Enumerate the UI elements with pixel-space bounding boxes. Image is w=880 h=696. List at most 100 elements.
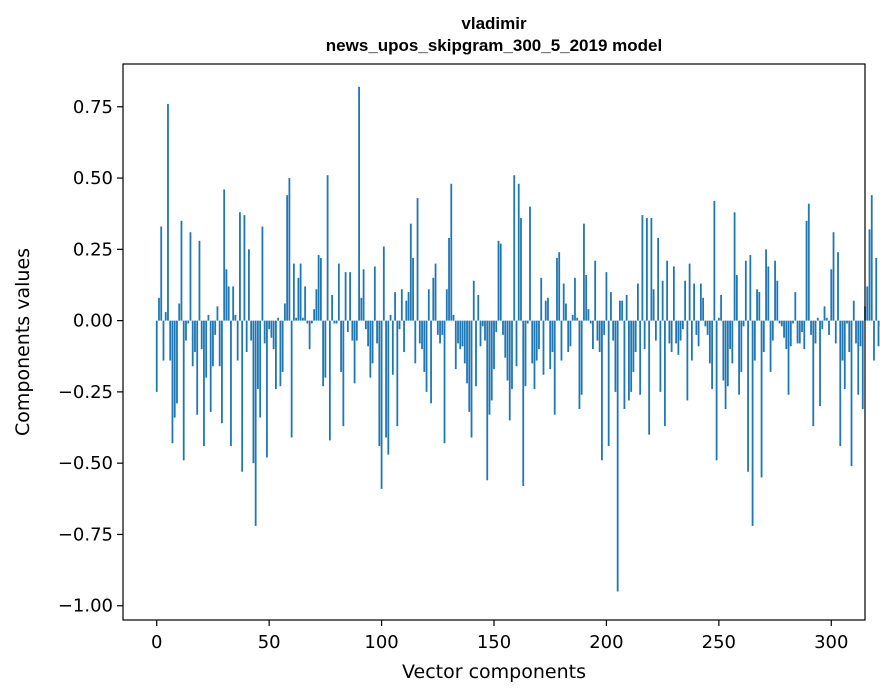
bar-94 [367,320,369,347]
bar-139 [468,320,471,412]
bar-229 [670,320,673,352]
bar-287 [801,320,803,333]
bar-102 [385,320,387,438]
bar-48 [263,320,266,344]
bar-39 [243,215,246,321]
bar-124 [434,263,437,321]
bar-44 [254,320,257,526]
bar-105 [391,320,394,375]
bar-54 [277,317,280,321]
bar-167 [531,320,534,364]
bar-222 [654,320,657,341]
bar-146 [484,320,486,341]
bar-213 [634,320,637,352]
bar-278 [780,320,783,327]
bar-318 [870,195,873,321]
bar-245 [706,320,709,335]
bar-156 [506,320,509,381]
bar-266 [753,320,756,361]
bar-189 [580,320,583,395]
bar-88 [353,320,356,384]
bar-269 [760,320,763,478]
bar-29 [221,320,223,424]
bar-320 [875,257,878,321]
bar-282 [789,320,792,347]
chart-subtitle: news_upos_skipgram_300_5_2019 model [326,36,662,55]
bar-174 [547,297,549,321]
bar-90 [358,86,360,321]
bar-103 [387,320,390,455]
bar-224 [659,320,662,392]
bar-129 [445,289,448,321]
bar-273 [769,320,772,372]
bar-275 [774,260,776,321]
bar-133 [454,320,457,370]
bar-71 [315,289,318,321]
bar-238 [690,320,693,361]
bar-293 [814,320,817,344]
bar-67 [306,320,309,324]
bar-136 [461,320,464,347]
bar-142 [475,320,477,387]
bar-47 [261,226,264,321]
bar-205 [616,320,619,592]
bar-217 [643,320,646,350]
bar-80 [335,320,338,324]
bar-36 [236,320,239,361]
bar-303 [837,252,839,321]
bar-182 [565,303,567,321]
bar-274 [771,320,774,341]
bar-196 [596,320,599,341]
x-tick-label: 300 [814,632,848,653]
x-tick-label: 250 [702,632,736,653]
bar-219 [648,320,651,435]
bar-27 [216,306,219,321]
bar-187 [576,317,579,321]
bar-28 [218,320,221,367]
bar-262 [744,260,747,321]
bar-149 [490,320,493,401]
bar-308 [848,320,851,352]
bar-294 [816,317,819,321]
plot-frame [122,63,866,621]
bar-237 [688,263,691,321]
bar-61 [292,263,295,321]
bar-247 [711,320,713,390]
bar-234 [681,320,684,330]
bar-140 [470,320,473,438]
bar-210 [628,320,630,401]
bar-201 [607,320,610,447]
bar-263 [747,320,749,472]
bar-270 [762,320,765,352]
bar-280 [785,320,788,350]
bar-19 [198,240,201,321]
bar-192 [587,309,590,321]
bar-74 [322,320,325,387]
bar-312 [857,320,860,395]
bar-251 [720,294,722,321]
bar-46 [259,320,262,418]
bar-226 [663,320,666,427]
bar-299 [828,320,830,335]
bar-272 [767,266,770,321]
bar-113 [409,223,412,321]
bar-126 [439,320,441,344]
bar-285 [796,320,799,344]
bar-53 [275,320,277,390]
bar-240 [695,320,698,335]
bar-83 [342,320,345,427]
bar-283 [792,320,794,324]
bar-197 [598,320,601,352]
bar-236 [686,320,689,401]
bar-57 [283,303,286,321]
bar-96 [371,320,374,364]
bar-66 [304,286,307,321]
bar-162 [520,217,522,321]
bar-135 [459,320,462,350]
bar-168 [533,320,536,390]
bar-259 [738,320,740,395]
bar-295 [819,320,821,407]
bar-200 [605,272,608,321]
bar-68 [308,320,311,350]
bar-42 [250,320,253,341]
